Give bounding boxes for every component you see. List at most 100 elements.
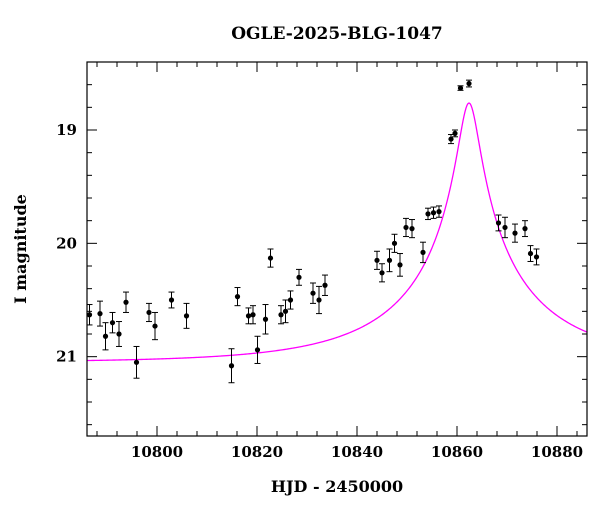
data-point (374, 250, 380, 270)
data-marker (278, 312, 284, 318)
data-point (262, 304, 269, 335)
data-point (316, 285, 322, 315)
data-marker (146, 309, 152, 316)
data-point (97, 300, 103, 327)
data-point (133, 345, 140, 379)
x-tick-label: 10860 (431, 443, 483, 461)
data-point (502, 216, 508, 239)
data-point (533, 248, 540, 266)
data-point (466, 79, 472, 88)
data-point (168, 291, 175, 309)
data-point (409, 219, 415, 239)
data-point (183, 302, 190, 329)
data-marker (296, 274, 302, 280)
data-marker (466, 80, 472, 87)
data-point (102, 322, 109, 351)
data-point (228, 348, 235, 384)
data-marker (391, 240, 398, 246)
x-tick-label: 10840 (331, 443, 383, 461)
data-marker (409, 226, 415, 232)
data-marker (374, 257, 380, 263)
data-marker (420, 249, 426, 255)
data-point (254, 335, 261, 364)
data-marker (102, 333, 109, 339)
y-tick-label: 21 (56, 348, 77, 366)
data-marker (254, 347, 261, 353)
data-point (116, 321, 122, 347)
data-marker (267, 255, 274, 261)
data-marker (168, 297, 175, 303)
data-marker (522, 226, 528, 232)
y-tick-label: 20 (56, 234, 77, 252)
data-point (495, 214, 502, 232)
data-marker (495, 220, 502, 226)
x-tick-label: 10820 (231, 443, 283, 461)
data-point (391, 233, 398, 253)
data-marker (425, 211, 431, 217)
data-marker (123, 299, 129, 305)
data-point (522, 220, 528, 238)
data-marker (183, 313, 190, 319)
data-point (420, 241, 426, 264)
data-point (267, 248, 274, 268)
data-marker (250, 312, 256, 318)
data-point (397, 253, 403, 277)
data-marker (228, 363, 235, 369)
data-point (250, 305, 256, 325)
data-point (386, 248, 393, 273)
data-point (527, 245, 534, 262)
data-marker (502, 224, 508, 231)
data-marker (152, 323, 158, 329)
axis-ticks (87, 61, 587, 436)
data-point (425, 207, 431, 221)
data-point (109, 311, 116, 334)
data-marker (109, 320, 116, 326)
data-point (296, 268, 302, 286)
data-marker (316, 297, 322, 303)
data-marker (448, 136, 454, 142)
data-marker (245, 313, 252, 319)
data-point (234, 287, 241, 307)
data-points-layer (86, 79, 540, 384)
data-marker (512, 230, 518, 236)
data-marker (97, 311, 103, 317)
data-marker (282, 308, 289, 314)
data-marker (116, 331, 122, 337)
plot-frame (86, 61, 588, 437)
data-point (287, 290, 294, 310)
data-point (322, 274, 328, 296)
model-fit-curve (86, 102, 588, 362)
data-marker (133, 359, 140, 365)
x-tick-label: 10800 (131, 443, 183, 461)
x-axis-label: HJD - 2450000 (271, 477, 403, 496)
y-axis-label: I magnitude (11, 194, 30, 304)
data-marker (430, 210, 437, 216)
data-marker (287, 297, 294, 303)
data-marker (322, 282, 328, 288)
data-point (146, 302, 152, 323)
data-point (152, 311, 158, 341)
data-point (457, 85, 464, 91)
data-marker (86, 312, 93, 318)
data-marker (310, 290, 316, 296)
data-point (278, 305, 284, 325)
data-point (430, 206, 437, 219)
data-point (448, 134, 454, 145)
data-marker (452, 130, 458, 136)
data-point (436, 205, 442, 218)
data-marker (527, 250, 534, 257)
data-marker (533, 254, 540, 260)
tick-labels: 10800 10820 10840 10860 10880 19 20 21 (56, 121, 583, 461)
data-marker (234, 294, 241, 300)
x-tick-label: 10880 (531, 443, 583, 461)
data-marker (457, 85, 464, 91)
data-point (403, 217, 409, 238)
y-tick-label: 19 (56, 121, 77, 139)
data-point (245, 307, 252, 325)
data-point (512, 223, 518, 243)
data-point (86, 304, 93, 326)
data-marker (403, 224, 409, 231)
data-marker (436, 209, 442, 215)
data-point (452, 129, 458, 138)
